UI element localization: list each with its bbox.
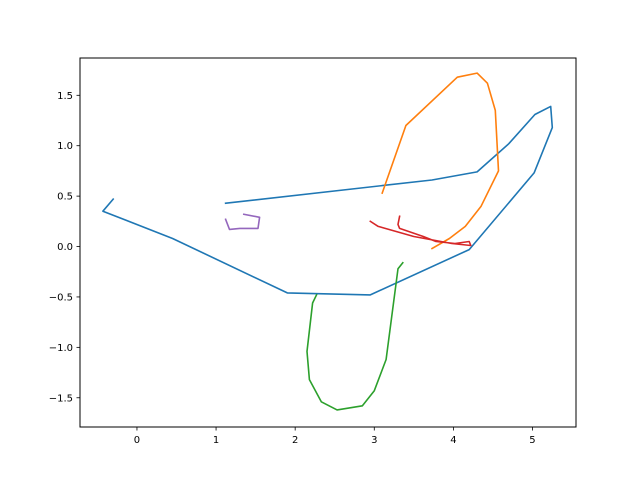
x-axis: 0 1 2 3 4 5 [134,427,536,446]
series-line-3 [306,261,404,411]
y-tick-label: 1.5 [57,91,73,102]
y-tick-label: −0.5 [49,292,73,303]
y-tick-label: 0.0 [57,242,73,253]
y-tick-label: −1.0 [49,343,73,354]
y-tick-label: 1.0 [57,141,73,152]
x-tick-label: 2 [292,435,298,446]
x-tick-label: 3 [371,435,377,446]
x-tick-label: 4 [450,435,456,446]
x-tick-label: 0 [134,435,140,446]
x-tick-label: 5 [529,435,535,446]
plot-frame [79,57,577,428]
series-line-5 [224,213,261,231]
series-line-4 [369,215,472,247]
series-line-2 [381,72,500,250]
series-line-1 [102,105,554,296]
y-axis: −1.5 −1.0 −0.5 0.0 0.5 1.0 1.5 [49,91,80,404]
x-tick-label: 1 [213,435,219,446]
series-layer [102,72,554,411]
y-tick-label: −1.5 [49,393,73,404]
y-tick-label: 0.5 [57,192,73,203]
